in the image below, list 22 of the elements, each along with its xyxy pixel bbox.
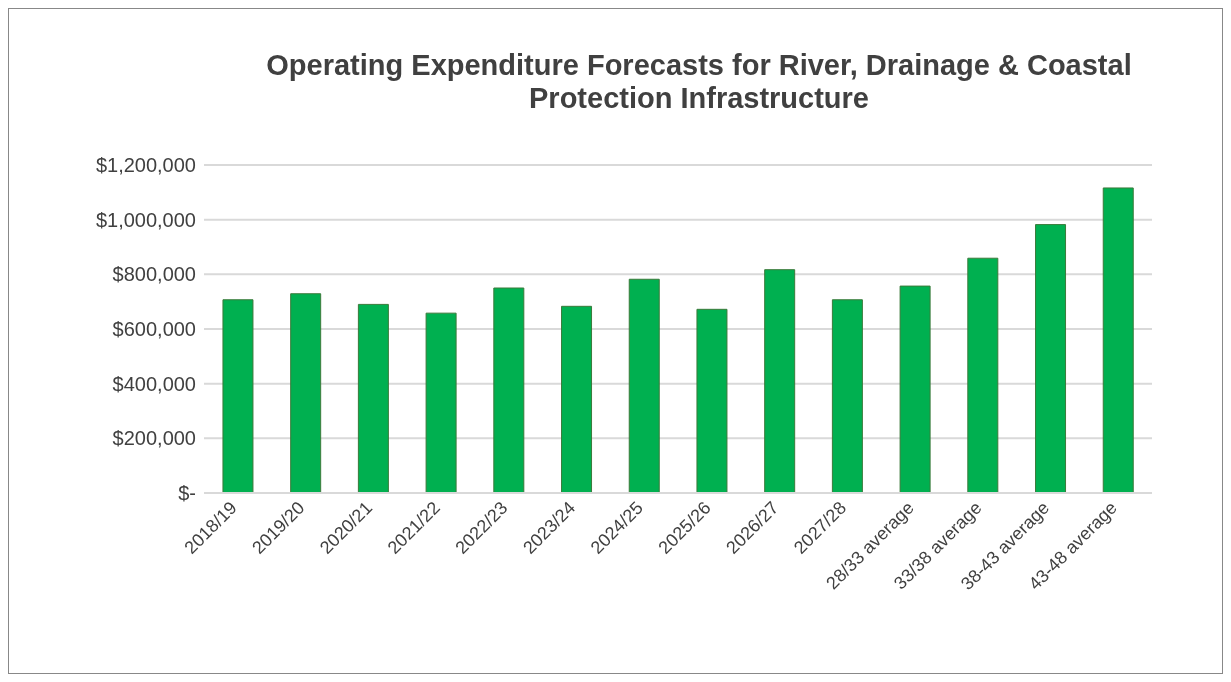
y-tick-label: $200,000 xyxy=(112,427,196,450)
bar xyxy=(1102,187,1134,493)
bar xyxy=(967,257,999,493)
bar xyxy=(290,293,322,493)
y-tick-label: $1,200,000 xyxy=(95,154,196,177)
y-tick-label: $800,000 xyxy=(112,263,196,286)
y-tick-label: $400,000 xyxy=(112,372,196,395)
chart-title: Operating Expenditure Forecasts for River, Drainage & Coastal Protection Infrastructure xyxy=(265,49,1133,115)
bar xyxy=(628,278,660,493)
bar xyxy=(425,312,457,493)
bar xyxy=(696,308,728,493)
bar xyxy=(493,287,525,493)
bar xyxy=(561,305,593,493)
bar xyxy=(831,299,863,493)
bar xyxy=(1035,224,1067,493)
bar xyxy=(222,299,254,493)
bar xyxy=(764,269,796,493)
bar xyxy=(899,285,931,493)
bar xyxy=(357,303,389,493)
y-tick-label: $1,000,000 xyxy=(95,208,196,231)
y-tick-label: $- xyxy=(178,482,196,505)
y-tick-label: $600,000 xyxy=(112,318,196,341)
